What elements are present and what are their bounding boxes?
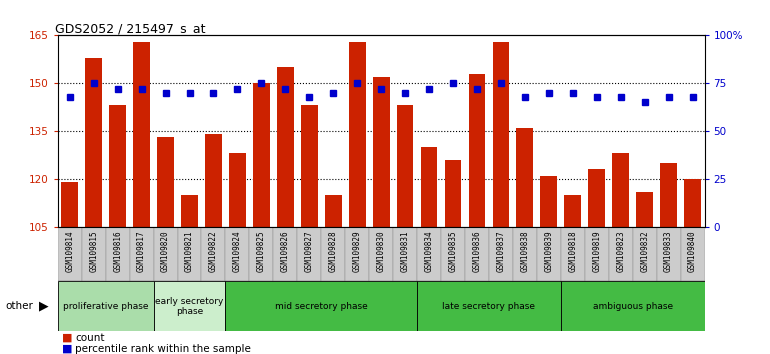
Text: GSM109834: GSM109834 bbox=[424, 230, 434, 272]
Bar bbox=[345, 227, 369, 281]
Bar bbox=[493, 42, 509, 227]
Bar bbox=[153, 281, 226, 331]
Text: GSM109820: GSM109820 bbox=[161, 230, 170, 272]
Bar bbox=[253, 83, 270, 227]
Bar bbox=[297, 227, 321, 281]
Bar bbox=[229, 153, 246, 227]
Bar bbox=[393, 227, 417, 281]
Bar bbox=[58, 281, 153, 331]
Bar bbox=[584, 227, 609, 281]
Text: ambiguous phase: ambiguous phase bbox=[593, 302, 673, 311]
Text: GSM109832: GSM109832 bbox=[640, 230, 649, 272]
Text: GSM109837: GSM109837 bbox=[497, 230, 505, 272]
Bar bbox=[612, 153, 629, 227]
Text: GSM109838: GSM109838 bbox=[521, 230, 530, 272]
Text: late secretory phase: late secretory phase bbox=[443, 302, 535, 311]
Text: mid secretory phase: mid secretory phase bbox=[275, 302, 367, 311]
Text: GSM109824: GSM109824 bbox=[233, 230, 242, 272]
Bar bbox=[373, 77, 390, 227]
Text: GSM109822: GSM109822 bbox=[209, 230, 218, 272]
Bar bbox=[417, 281, 561, 331]
Bar bbox=[82, 227, 105, 281]
Bar bbox=[62, 182, 78, 227]
Bar bbox=[369, 227, 393, 281]
Text: GSM109829: GSM109829 bbox=[353, 230, 362, 272]
Bar bbox=[105, 227, 129, 281]
Bar bbox=[685, 179, 701, 227]
Bar bbox=[660, 163, 677, 227]
Bar bbox=[129, 227, 153, 281]
Bar bbox=[444, 160, 461, 227]
Text: GSM109833: GSM109833 bbox=[664, 230, 673, 272]
Bar bbox=[58, 227, 82, 281]
Bar bbox=[636, 192, 653, 227]
Text: other: other bbox=[5, 301, 33, 311]
Bar bbox=[513, 227, 537, 281]
Text: GSM109835: GSM109835 bbox=[448, 230, 457, 272]
Text: GSM109839: GSM109839 bbox=[544, 230, 554, 272]
Bar bbox=[273, 227, 297, 281]
Bar bbox=[588, 169, 605, 227]
Text: percentile rank within the sample: percentile rank within the sample bbox=[75, 344, 251, 354]
Text: GSM109828: GSM109828 bbox=[329, 230, 338, 272]
Bar bbox=[226, 281, 417, 331]
Bar bbox=[561, 281, 705, 331]
Bar bbox=[469, 74, 485, 227]
Text: GSM109819: GSM109819 bbox=[592, 230, 601, 272]
Text: GSM109818: GSM109818 bbox=[568, 230, 578, 272]
Bar bbox=[277, 67, 293, 227]
Bar bbox=[325, 195, 342, 227]
Bar bbox=[157, 137, 174, 227]
Bar bbox=[489, 227, 513, 281]
Text: GSM109836: GSM109836 bbox=[473, 230, 481, 272]
Bar bbox=[85, 58, 102, 227]
Text: GSM109823: GSM109823 bbox=[616, 230, 625, 272]
Text: GSM109826: GSM109826 bbox=[281, 230, 290, 272]
Bar bbox=[181, 195, 198, 227]
Bar bbox=[133, 42, 150, 227]
Text: GSM109814: GSM109814 bbox=[65, 230, 74, 272]
Text: GSM109825: GSM109825 bbox=[257, 230, 266, 272]
Bar bbox=[153, 227, 178, 281]
Text: ■: ■ bbox=[62, 333, 72, 343]
Bar bbox=[202, 227, 226, 281]
Bar bbox=[321, 227, 345, 281]
Text: GDS2052 / 215497_s_at: GDS2052 / 215497_s_at bbox=[55, 22, 205, 35]
Bar bbox=[681, 227, 705, 281]
Text: GSM109827: GSM109827 bbox=[305, 230, 314, 272]
Text: GSM109831: GSM109831 bbox=[400, 230, 410, 272]
Text: GSM109816: GSM109816 bbox=[113, 230, 122, 272]
Bar bbox=[517, 128, 534, 227]
Bar bbox=[465, 227, 489, 281]
Bar bbox=[397, 105, 413, 227]
Bar bbox=[609, 227, 633, 281]
Bar bbox=[417, 227, 441, 281]
Text: GSM109815: GSM109815 bbox=[89, 230, 99, 272]
Bar bbox=[441, 227, 465, 281]
Text: count: count bbox=[75, 333, 105, 343]
Text: proliferative phase: proliferative phase bbox=[63, 302, 149, 311]
Bar bbox=[537, 227, 561, 281]
Text: GSM109821: GSM109821 bbox=[185, 230, 194, 272]
Bar bbox=[657, 227, 681, 281]
Bar bbox=[301, 105, 318, 227]
Text: early secretory
phase: early secretory phase bbox=[156, 297, 224, 316]
Bar bbox=[420, 147, 437, 227]
Bar bbox=[349, 42, 366, 227]
Bar bbox=[205, 134, 222, 227]
Bar bbox=[564, 195, 581, 227]
Text: GSM109817: GSM109817 bbox=[137, 230, 146, 272]
Text: ▶: ▶ bbox=[38, 300, 48, 313]
Bar bbox=[249, 227, 273, 281]
Bar bbox=[633, 227, 657, 281]
Bar bbox=[178, 227, 202, 281]
Bar bbox=[226, 227, 249, 281]
Text: GSM109840: GSM109840 bbox=[688, 230, 697, 272]
Bar bbox=[109, 105, 126, 227]
Bar bbox=[561, 227, 584, 281]
Text: GSM109830: GSM109830 bbox=[377, 230, 386, 272]
Bar bbox=[541, 176, 557, 227]
Text: ■: ■ bbox=[62, 344, 72, 354]
